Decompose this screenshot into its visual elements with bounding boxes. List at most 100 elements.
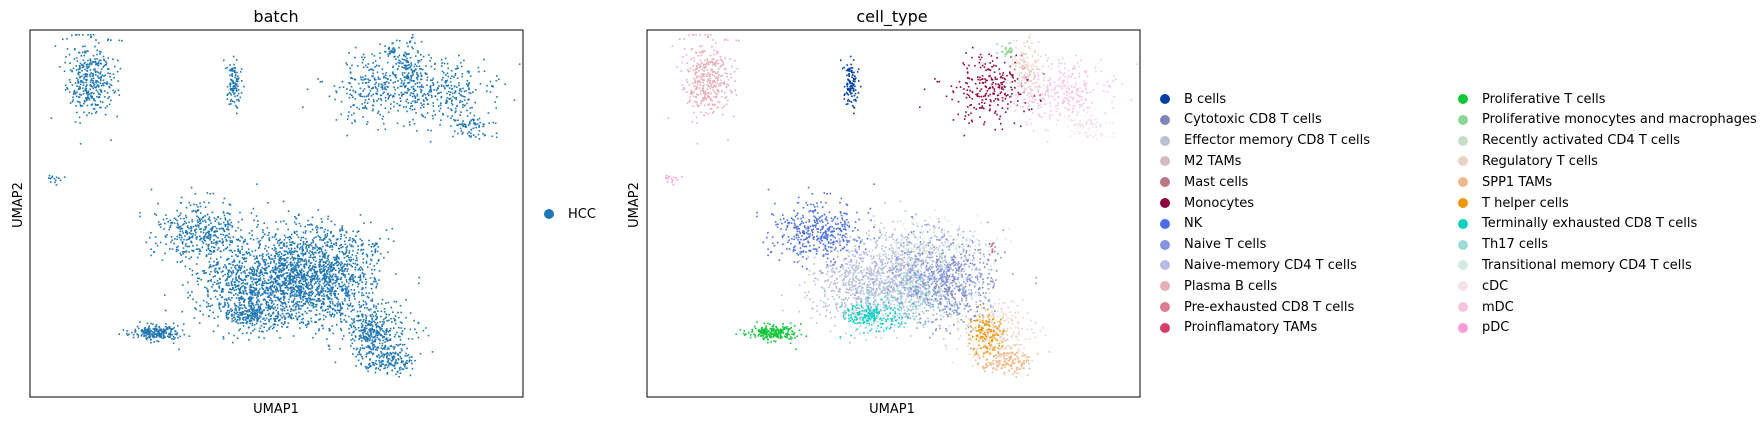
scatter-point [195,228,198,231]
scatter-point [255,281,257,284]
scatter-point [483,123,485,126]
scatter-point [259,294,262,297]
scatter-point [372,353,374,356]
scatter-point [361,344,363,346]
scatter-point [79,104,82,106]
scatter-point [266,226,269,229]
scatter-point [406,60,409,62]
scatter-point [180,234,182,237]
scatter-point [331,275,334,278]
scatter-point [228,263,230,265]
scatter-point [381,325,383,328]
scatter-point [277,290,280,292]
scatter-point [269,262,272,265]
scatter-point [358,335,361,337]
scatter-point [453,119,455,121]
scatter-point [232,68,234,70]
scatter-point [373,306,375,308]
scatter-point [329,300,331,303]
scatter-point [210,253,212,255]
scatter-point [249,310,251,313]
scatter-point [258,278,261,281]
scatter-point [228,212,230,215]
scatter-point [250,272,253,274]
scatter-point [369,320,371,323]
scatter-point [107,68,110,70]
scatter-point [206,237,208,239]
scatter-point [394,315,397,317]
scatter-point [367,324,369,326]
scatter-point [224,273,226,276]
scatter-point [248,302,250,305]
scatter-point [196,263,198,265]
scatter-point [351,94,353,97]
scatter-point [170,331,172,333]
scatter-point [469,107,472,109]
scatter-point [283,292,286,294]
scatter-point [328,327,330,330]
scatter-point [226,259,228,261]
scatter-point [245,257,248,260]
scatter-point [450,100,453,102]
scatter-point [109,83,112,86]
scatter-point [90,63,93,66]
scatter-point [187,238,190,240]
scatter-point [231,225,234,227]
scatter-point [98,96,100,99]
scatter-point [354,120,356,123]
scatter-point [365,346,368,348]
scatter-point [273,326,275,329]
scatter-point [179,212,182,214]
scatter-point [112,73,115,75]
scatter-point [398,59,400,62]
scatter-point [273,317,275,320]
scatter-point [234,74,237,77]
scatter-point [302,280,305,283]
scatter-point [268,312,270,315]
scatter-point [340,235,342,237]
scatter-point [117,59,119,62]
scatter-point [152,328,155,330]
scatter-point [308,265,311,268]
scatter-point [315,289,317,291]
scatter-point [363,56,366,59]
scatter-point [339,303,341,305]
scatter-point [378,357,381,359]
scatter-point [192,298,194,301]
scatter-point [207,289,209,291]
scatter-point [430,89,432,92]
scatter-point [403,67,405,69]
scatter-point [225,238,227,241]
scatter-point [462,87,464,90]
scatter-point [379,321,381,323]
scatter-point [370,259,373,262]
scatter-point [98,77,101,79]
scatter-point [82,84,85,86]
scatter-point [284,282,287,285]
scatter-point [235,277,237,279]
scatter-point [346,118,349,120]
scatter-point [377,260,380,262]
scatter-point [251,250,254,253]
scatter-point [412,93,415,95]
scatter-point [463,99,466,101]
scatter-point [83,73,85,76]
scatter-point [409,66,412,68]
scatter-point [158,332,161,334]
scatter-point [236,316,239,318]
scatter-point [292,284,295,286]
scatter-point [226,234,228,237]
scatter-point [69,102,72,104]
scatter-point [209,237,212,239]
scatter-point [209,305,212,308]
scatter-point [322,267,325,269]
scatter-point [364,273,366,276]
scatter-point [365,353,368,356]
scatter-point [263,292,265,294]
scatter-point [301,258,303,260]
scatter-point [340,113,342,116]
scatter-point [249,268,251,271]
scatter-point [387,352,389,355]
scatter-point [403,364,406,367]
scatter-point [199,222,201,225]
